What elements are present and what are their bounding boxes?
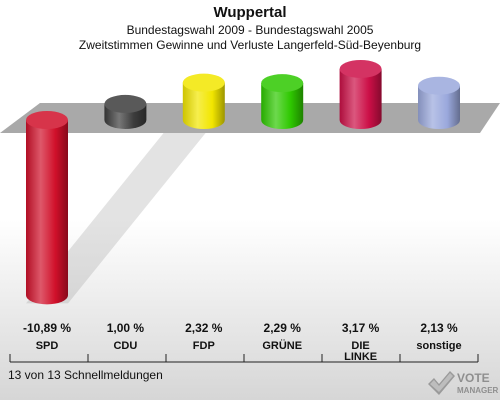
bar-die-linke bbox=[339, 59, 382, 129]
value-label: -10,89 % bbox=[23, 321, 71, 335]
value-label: 1,00 % bbox=[107, 321, 145, 335]
chart-title: Wuppertal bbox=[213, 4, 287, 21]
status-footer: 13 von 13 Schnellmeldungen bbox=[8, 368, 163, 382]
bar-spd bbox=[26, 111, 68, 305]
category-label: CDU bbox=[113, 340, 137, 352]
bar-sonstige bbox=[418, 76, 460, 129]
bar-fdp bbox=[182, 73, 225, 129]
vote-manager-logo: VOTE MANAGER bbox=[428, 371, 499, 395]
category-label: FDP bbox=[193, 340, 215, 352]
value-label: 2,13 % bbox=[420, 321, 458, 335]
category-label: sonstige bbox=[416, 340, 461, 352]
category-label: GRÜNE bbox=[262, 339, 302, 352]
value-label: 2,32 % bbox=[185, 321, 223, 335]
category-label: SPD bbox=[36, 340, 59, 352]
category-label: LINKE bbox=[344, 351, 377, 363]
value-label: 3,17 % bbox=[342, 321, 380, 335]
svg-text:VOTE: VOTE bbox=[457, 371, 490, 385]
checkmark-icon bbox=[428, 371, 455, 395]
chart-subtitle: Bundestagswahl 2009 - Bundestagswahl 200… bbox=[126, 23, 374, 37]
chart-subtitle-2: Zweitstimmen Gewinne und Verluste Langer… bbox=[78, 38, 422, 52]
svg-text:MANAGER: MANAGER bbox=[457, 386, 499, 395]
value-label: 2,29 % bbox=[264, 321, 302, 335]
category-label: DIE bbox=[351, 340, 369, 352]
bar-cdu bbox=[104, 94, 147, 129]
bar-shadow bbox=[26, 130, 208, 304]
bar-grüne bbox=[261, 74, 304, 129]
